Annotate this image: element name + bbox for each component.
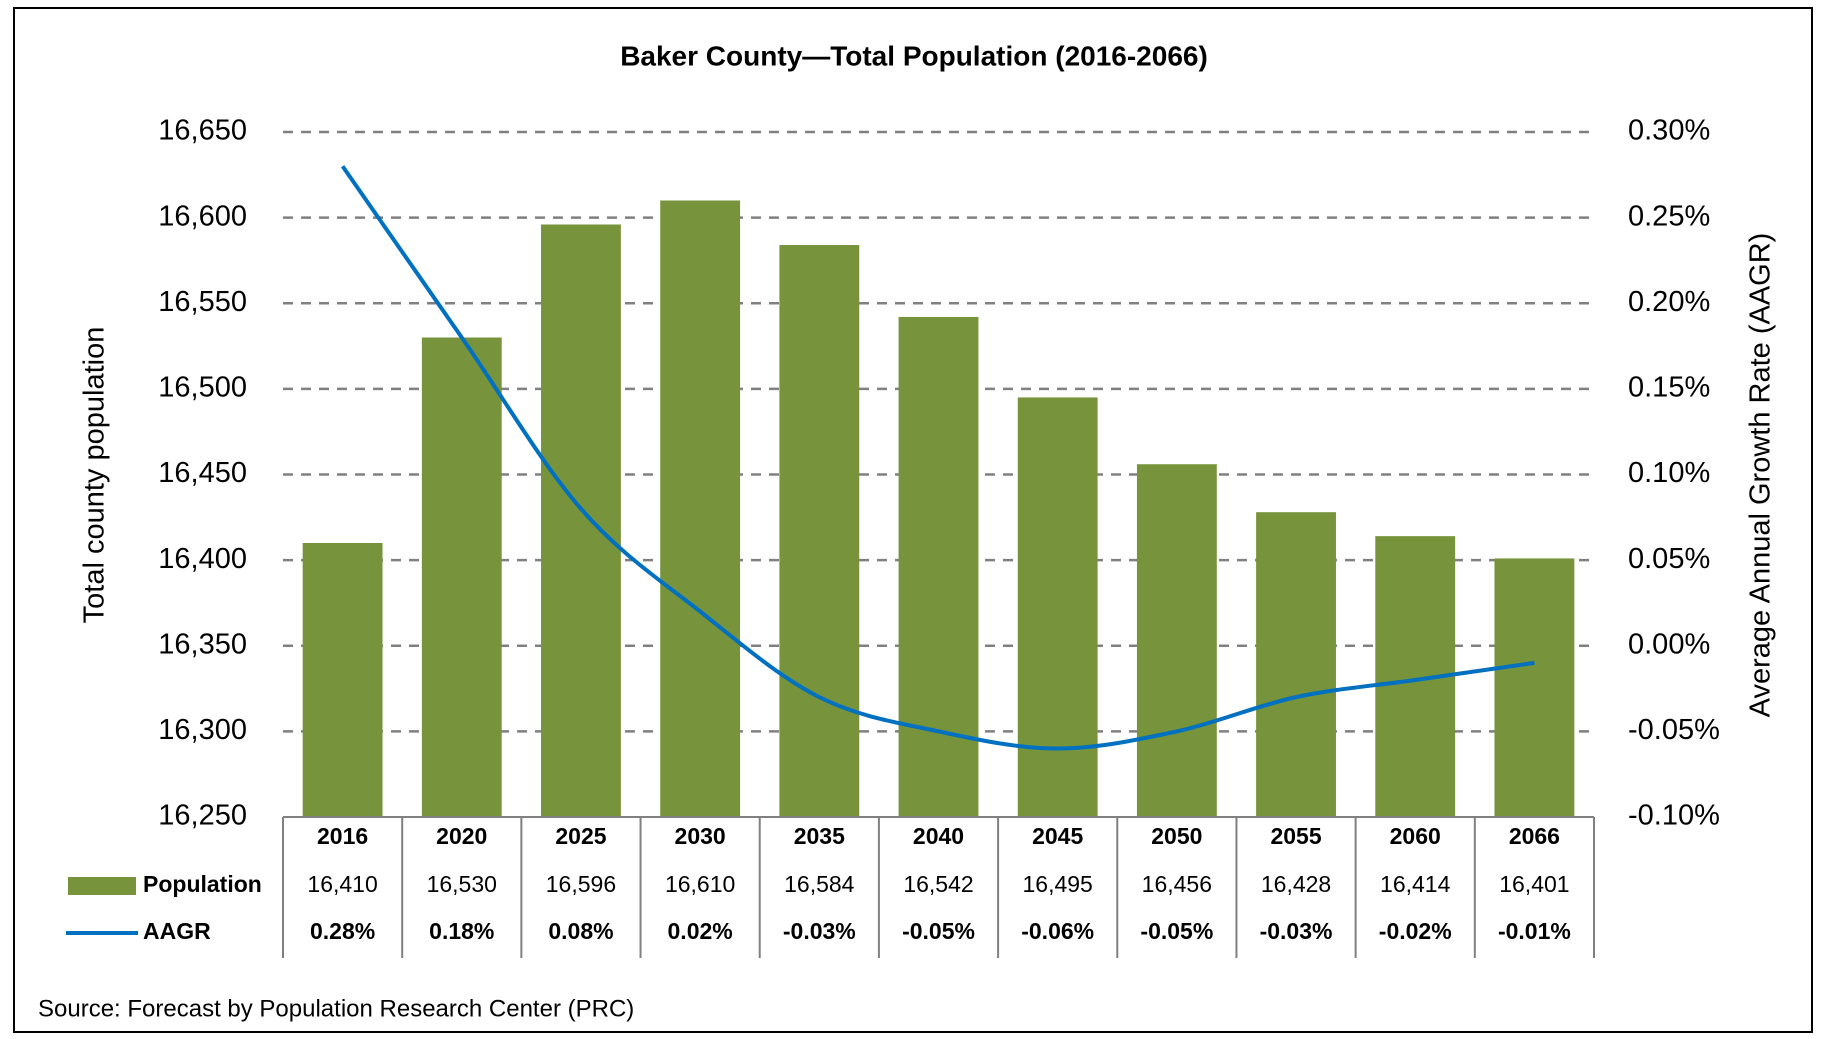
data-label: -0.03% [783, 918, 856, 944]
y-tick-label: 16,600 [158, 200, 247, 232]
y-tick-label: 16,400 [158, 543, 247, 575]
x-tick-label: 2030 [675, 823, 726, 849]
bar [660, 200, 741, 817]
data-label: -0.06% [1021, 918, 1094, 944]
legend-label: AAGR [143, 918, 211, 944]
data-label: 16,495 [1023, 871, 1093, 897]
data-label: 0.02% [668, 918, 733, 944]
bar [1494, 558, 1575, 817]
bar [541, 224, 621, 818]
y2-tick-label: 0.20% [1628, 286, 1710, 318]
y-tick-label: 16,300 [158, 714, 247, 746]
y2-tick-label: 0.30% [1628, 115, 1710, 147]
y2-tick-label: 0.15% [1628, 372, 1710, 404]
line [340, 165, 1535, 751]
data-label: -0.03% [1260, 918, 1333, 944]
bar [1136, 464, 1217, 817]
legend-label: Population [143, 871, 262, 897]
data-label: -0.01% [1498, 918, 1571, 944]
x-tick-label: 2040 [913, 823, 964, 849]
x-tick-label: 2016 [317, 823, 368, 849]
x-tick-label: 2020 [436, 823, 487, 849]
y2-tick-label: 0.00% [1628, 628, 1710, 660]
bar [779, 245, 860, 817]
data-label: 16,428 [1261, 871, 1331, 897]
y2-tick-label: 0.25% [1628, 200, 1710, 232]
x-tick-label: 2025 [555, 823, 606, 849]
x-tick-label: 2035 [794, 823, 845, 849]
chart-title: Baker County—Total Population (2016-2066… [620, 40, 1208, 71]
y2-tick-label: 0.10% [1628, 457, 1710, 489]
y2-axis-label: Average Annual Growth Rate (AAGR) [1745, 233, 1777, 718]
x-tick-label: 2066 [1509, 823, 1560, 849]
y-tick-label: 16,500 [158, 372, 247, 404]
data-label: 16,542 [903, 871, 973, 897]
source-note: Source: Forecast by Population Research … [38, 995, 634, 1022]
y-tick-label: 16,550 [158, 286, 247, 318]
y-tick-label: 16,450 [158, 457, 247, 489]
data-label: 16,401 [1499, 871, 1569, 897]
data-label: 16,456 [1142, 871, 1212, 897]
data-label: 16,610 [665, 871, 735, 897]
bar [1017, 397, 1098, 817]
legend-swatch [68, 877, 136, 895]
data-label: 16,596 [546, 871, 616, 897]
x-tick-label: 2055 [1270, 823, 1321, 849]
y-axis-label: Total county population [79, 327, 111, 624]
bar [421, 337, 502, 817]
data-label: 16,530 [427, 871, 497, 897]
y-tick-label: 16,650 [158, 115, 247, 147]
y2-tick-label: -0.05% [1628, 714, 1720, 746]
data-label: 16,410 [307, 871, 377, 897]
data-label: -0.02% [1379, 918, 1452, 944]
x-tick-label: 2060 [1390, 823, 1441, 849]
data-label: 16,584 [784, 871, 855, 897]
y-tick-label: 16,250 [158, 800, 247, 832]
x-tick-label: 2045 [1032, 823, 1083, 849]
y-tick-label: 16,350 [158, 628, 247, 660]
y2-tick-label: -0.10% [1628, 800, 1720, 832]
bar [302, 543, 383, 817]
data-label: 0.28% [310, 918, 375, 944]
bar [1256, 512, 1336, 817]
frame [13, 7, 1813, 1033]
y2-tick-label: 0.05% [1628, 543, 1710, 575]
data-label: 16,414 [1380, 871, 1451, 897]
bar [898, 316, 979, 817]
data-label: 0.08% [548, 918, 613, 944]
data-label: -0.05% [1140, 918, 1213, 944]
data-label: -0.05% [902, 918, 975, 944]
data-label: 0.18% [429, 918, 494, 944]
x-tick-label: 2050 [1151, 823, 1202, 849]
